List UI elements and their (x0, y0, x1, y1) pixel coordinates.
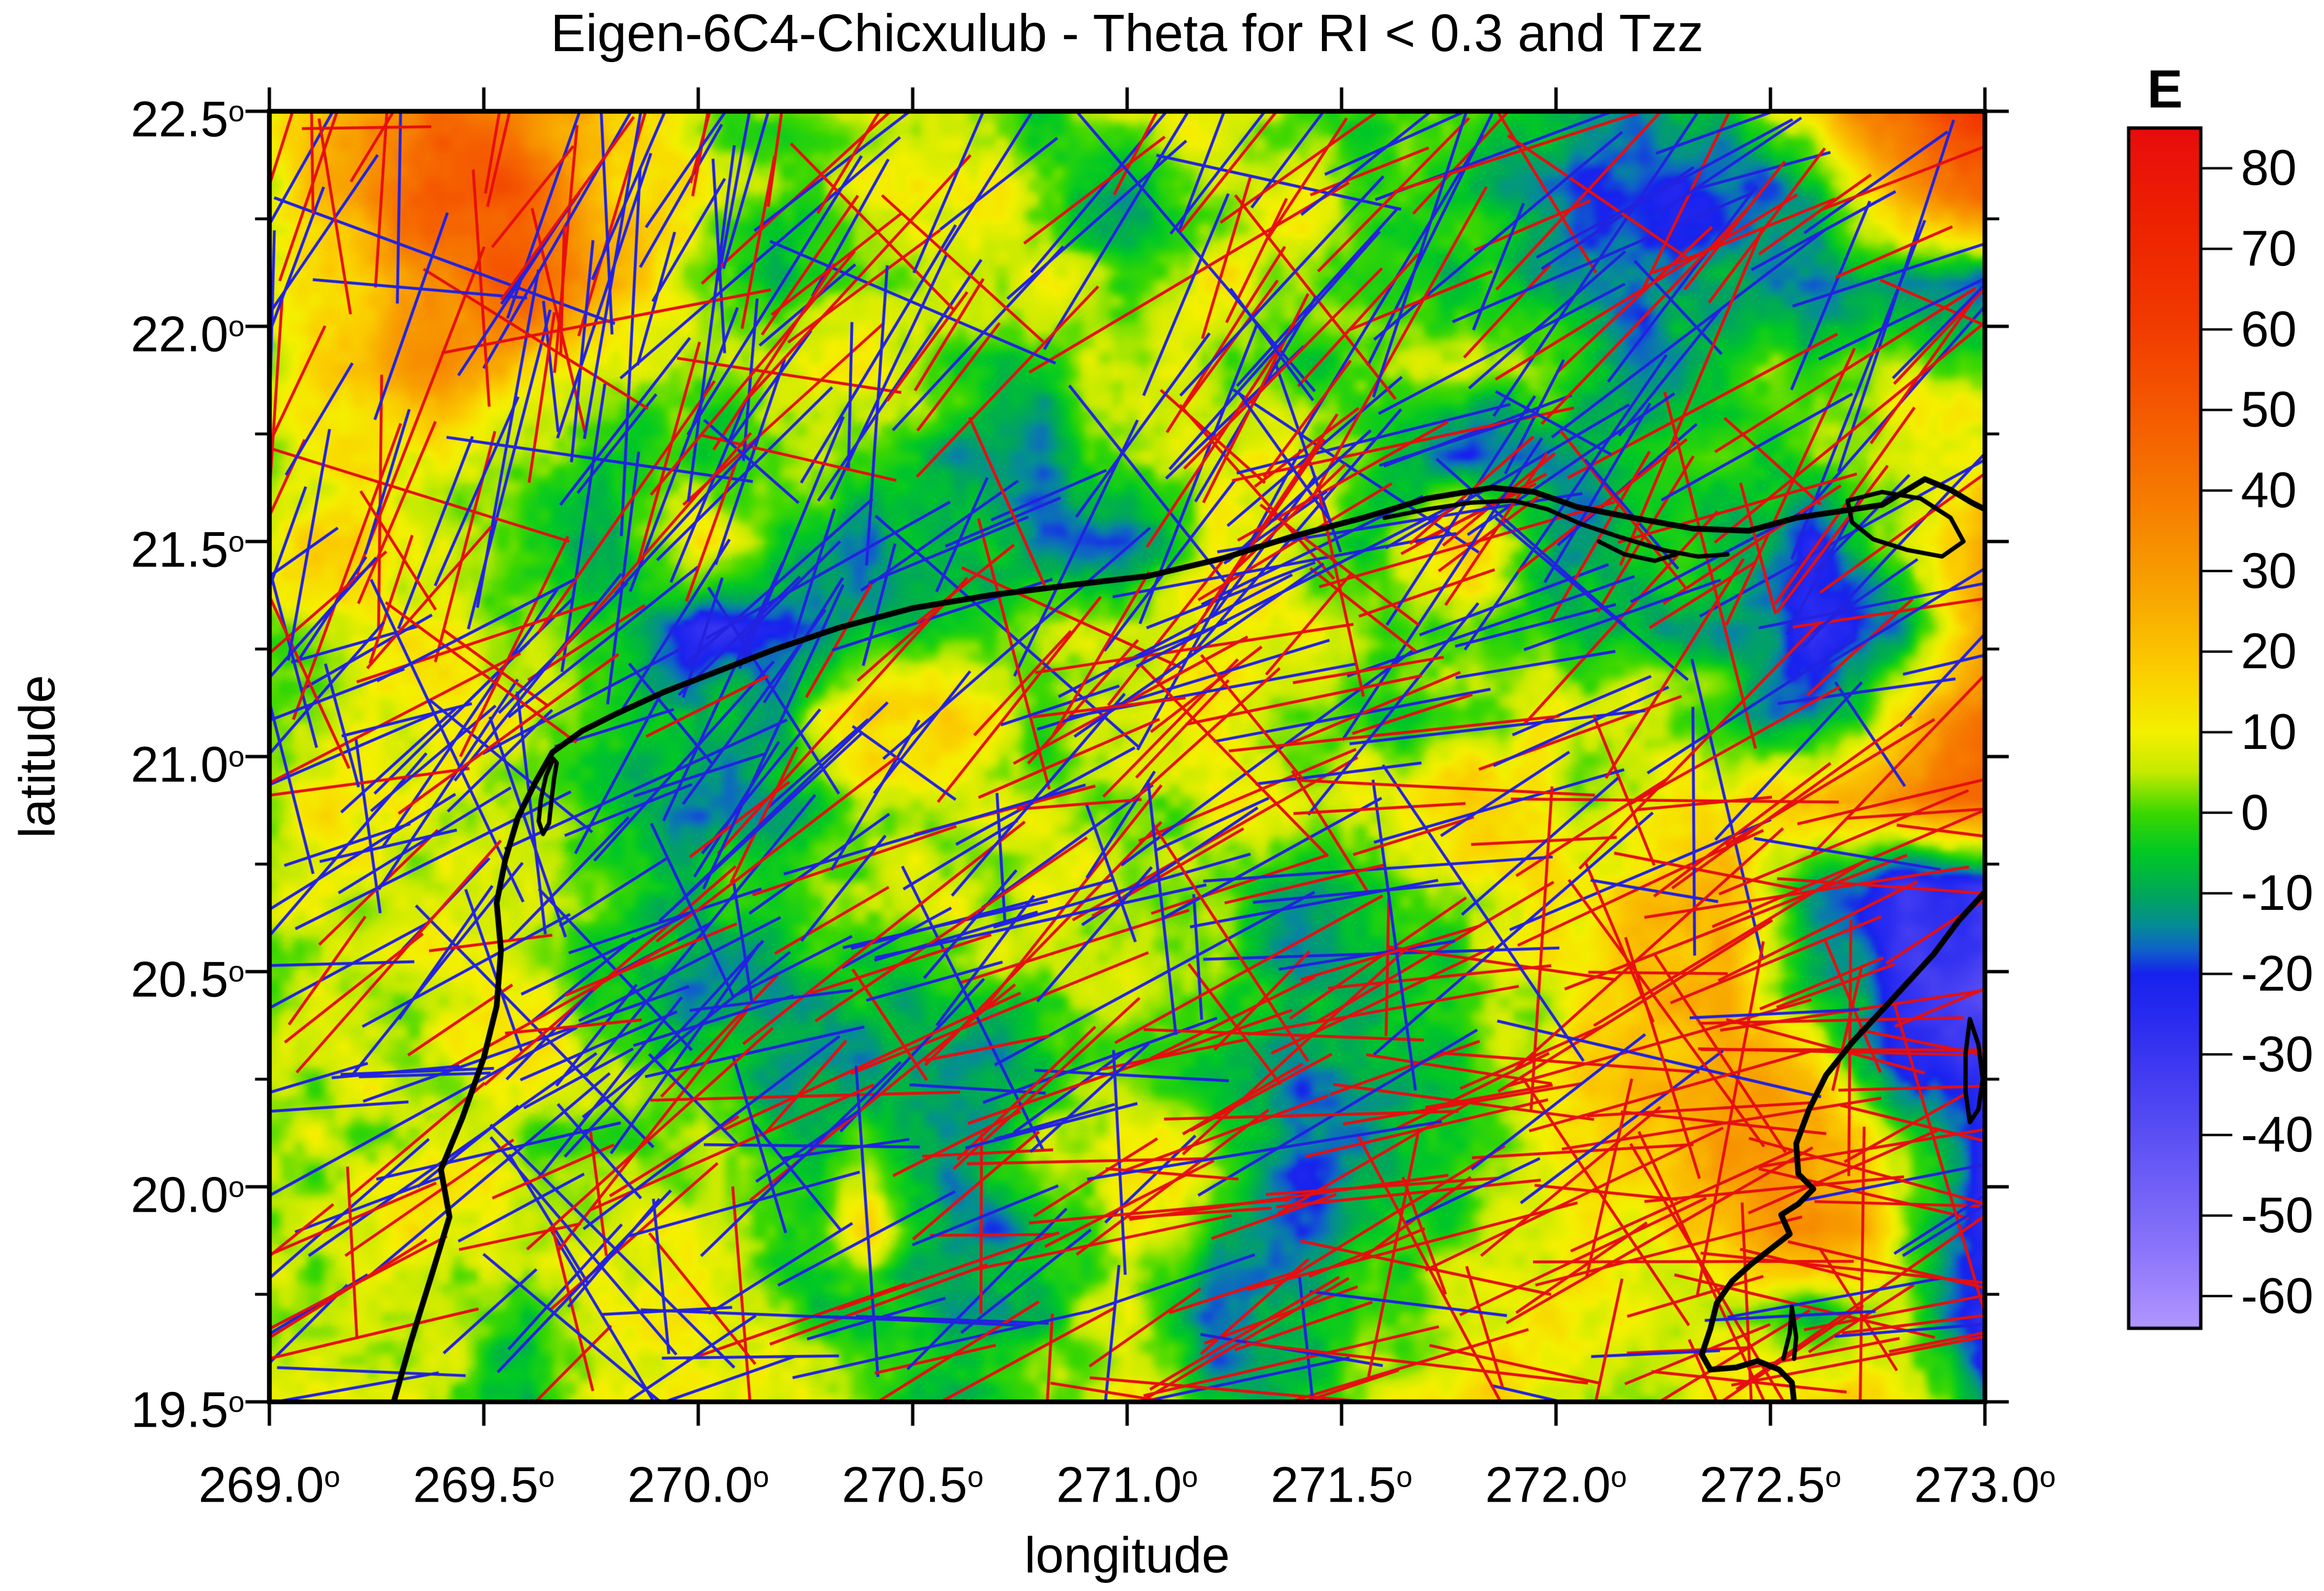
degree-superscript: o (228, 1386, 245, 1418)
colorbar-tick-label-40: 40 (2241, 462, 2297, 518)
degree-superscript: o (228, 525, 245, 558)
colorbar-tick-label-30: 30 (2241, 543, 2297, 599)
y-tick-label-21.5: 21.5o (130, 522, 245, 578)
colorbar-tick-label--20: -20 (2241, 945, 2313, 1002)
y-tick-label-22.0: 22.0o (130, 306, 245, 363)
degree-superscript: o (1396, 1461, 1413, 1493)
y-tick-label-20.5: 20.5o (130, 951, 245, 1008)
degree-superscript: o (967, 1461, 984, 1493)
degree-superscript: o (538, 1461, 555, 1493)
colorbar-tick-label-80: 80 (2241, 140, 2297, 196)
colorbar-tick-label-50: 50 (2241, 382, 2297, 438)
colorbar-tick-label--10: -10 (2241, 865, 2313, 921)
colorbar-tick-label-70: 70 (2241, 220, 2297, 277)
degree-superscript: o (228, 310, 245, 343)
x-tick-label-269.5: 269.5o (413, 1457, 555, 1513)
degree-superscript: o (1182, 1461, 1198, 1493)
degree-superscript: o (228, 740, 245, 773)
y-tick-label-21.0: 21.0o (130, 737, 245, 793)
chart-title: Eigen-6C4-Chicxulub - Theta for RI < 0.3… (550, 4, 1704, 63)
degree-superscript: o (324, 1461, 341, 1493)
x-tick-label-269.0: 269.0o (198, 1457, 341, 1513)
degree-superscript: o (228, 1170, 245, 1203)
x-axis-label: longitude (1024, 1527, 1230, 1583)
colorbar-tick-label-0: 0 (2241, 784, 2269, 841)
x-tick-label-272.5: 272.5o (1699, 1457, 1842, 1513)
y-tick-label-22.5: 22.5o (130, 91, 245, 148)
colorbar-tick-label--30: -30 (2241, 1026, 2313, 1082)
x-tick-label-273.0: 273.0o (1914, 1457, 2056, 1513)
degree-superscript: o (228, 95, 245, 128)
colorbar-tick-label-20: 20 (2241, 623, 2297, 680)
x-tick-label-270.0: 270.0o (627, 1457, 769, 1513)
colorbar-title: E (2147, 59, 2183, 119)
degree-superscript: o (228, 955, 245, 988)
y-tick-label-19.5: 19.5o (130, 1382, 245, 1438)
degree-superscript: o (1610, 1461, 1627, 1493)
x-tick-label-270.5: 270.5o (842, 1457, 984, 1513)
degree-superscript: o (753, 1461, 769, 1493)
colorbar-tick-label-10: 10 (2241, 704, 2297, 760)
colorbar-tick-label--50: -50 (2241, 1187, 2313, 1243)
colorbar-tick-label-60: 60 (2241, 301, 2297, 357)
x-tick-label-271.0: 271.0o (1056, 1457, 1198, 1513)
colorbar-tick-label--60: -60 (2241, 1268, 2313, 1324)
y-tick-label-20.0: 20.0o (130, 1167, 245, 1223)
colorbar-tick-label--40: -40 (2241, 1107, 2313, 1163)
degree-superscript: o (1825, 1461, 1842, 1493)
x-tick-label-271.5: 271.5o (1270, 1457, 1413, 1513)
x-tick-label-272.0: 272.0o (1485, 1457, 1627, 1513)
degree-superscript: o (2039, 1461, 2056, 1493)
